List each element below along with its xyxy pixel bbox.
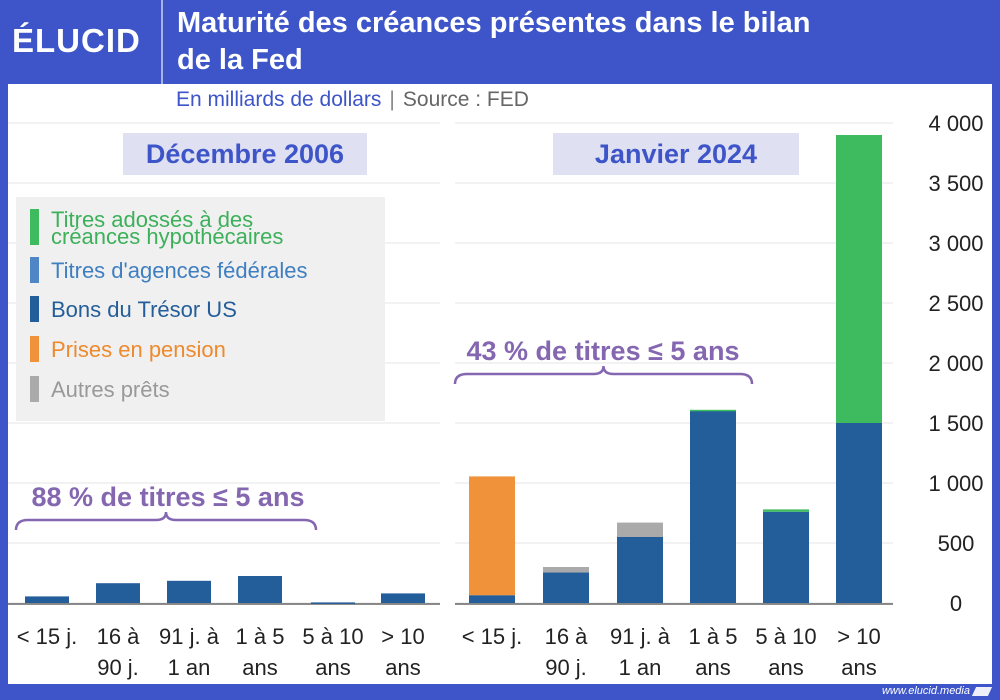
legend-label: Autres prêts <box>51 377 170 402</box>
x-tick-label: 1 an <box>619 655 662 680</box>
x-tick-label: 16 à <box>545 624 589 649</box>
bar-segment <box>381 593 425 603</box>
x-tick-label: 1 à 5 <box>236 624 285 649</box>
source-label: Source : FED <box>402 88 529 111</box>
y-tick-label: 2 000 <box>928 351 983 376</box>
legend-item: Bons du Trésor US <box>30 296 237 322</box>
legend-item: Autres prêts <box>30 376 170 402</box>
annotation-brace <box>14 511 318 531</box>
x-tick-label: 90 j. <box>545 655 587 680</box>
y-tick-label: 3 500 <box>928 171 983 196</box>
footer-site: www.elucid.media <box>881 685 970 697</box>
y-tick-label: 3 000 <box>928 231 983 256</box>
panel-2: < 15 j. 16 à 90 j. 91 j. à 1 an 1 à 5 ans 5 à 1… <box>453 133 893 680</box>
x-tick-label: 1 an <box>168 655 211 680</box>
panel-title-box <box>123 133 367 175</box>
x-tick-label: 16 à <box>97 624 141 649</box>
y-tick-label: 1 000 <box>928 471 983 496</box>
x-tick-label: 1 à 5 <box>689 624 738 649</box>
legend-item: Titres d'agences fédérales <box>30 257 308 283</box>
annotation-text: 88 % de titres ≤ 5 ans <box>32 482 305 512</box>
legend-label: Prises en pension <box>51 337 226 362</box>
legend-swatch <box>30 209 39 245</box>
x-tick-label: ans <box>385 655 420 680</box>
panel-title-box <box>553 133 799 175</box>
bar-segment <box>238 576 282 603</box>
bar-segment <box>617 522 663 537</box>
panel-title: Janvier 2024 <box>595 139 757 169</box>
legend-box <box>16 197 385 421</box>
bar-segment <box>543 567 589 573</box>
y-axis: 0 500 1 000 1 500 2 000 2 500 3 000 3 500 4 000 <box>928 111 983 616</box>
legend-swatch <box>30 376 39 402</box>
chart-title-line1: Maturité des créances présentes dans le … <box>177 7 811 39</box>
legend-label: créances hypothécaires <box>51 224 283 249</box>
y-tick-label: 2 500 <box>928 291 983 316</box>
bar-segment <box>763 509 809 512</box>
annotation-text: 43 % de titres ≤ 5 ans <box>467 336 740 366</box>
x-tick-label: ans <box>768 655 803 680</box>
legend-label: Titres d'agences fédérales <box>51 258 308 283</box>
chart-title-line2: de la Fed <box>177 44 303 76</box>
panel-1: < 15 j. 16 à 90 j. 91 j. à 1 an 1 à 5 ans 5 à 1… <box>8 133 440 680</box>
x-tick-label: ans <box>315 655 350 680</box>
x-tick-label: 90 j. <box>97 655 139 680</box>
bar-segment <box>763 511 809 603</box>
legend-swatch <box>30 296 39 322</box>
bar-segment <box>96 583 140 603</box>
panel-title: Décembre 2006 <box>146 139 344 169</box>
legend-swatch <box>30 336 39 362</box>
legend-label: Titres adossés à des <box>51 207 253 232</box>
y-tick-label: 1 500 <box>928 411 983 436</box>
x-tick-label: 91 j. à <box>159 624 220 649</box>
bar-segment <box>469 595 515 603</box>
elucid-logo: ÉLUCID <box>12 22 141 59</box>
bar-segment <box>469 476 515 596</box>
y-tick-label: 4 000 <box>928 111 983 136</box>
header: ÉLUCID Maturité des créances présentes d… <box>0 0 1000 84</box>
bar-segment <box>311 602 355 604</box>
chart-title: Maturité des créances présentes dans le … <box>177 5 977 79</box>
x-tick-label: < 15 j. <box>17 624 78 649</box>
legend-label: Bons du Trésor US <box>51 297 237 322</box>
bar-segment <box>25 596 69 603</box>
bar-segment <box>617 537 663 603</box>
x-tick-label: ans <box>695 655 730 680</box>
x-tick-label: 91 j. à <box>610 624 671 649</box>
bar-segment <box>690 409 736 412</box>
bar-segment <box>836 423 882 603</box>
x-tick-label: < 15 j. <box>462 624 523 649</box>
x-tick-label: 5 à 10 <box>755 624 816 649</box>
x-tick-label: > 10 <box>381 624 424 649</box>
x-tick-label: 5 à 10 <box>302 624 363 649</box>
bar-segment <box>543 572 589 603</box>
bar-segment <box>167 580 211 603</box>
gridlines <box>8 122 893 604</box>
bar-segment <box>690 411 736 603</box>
x-tick-label: > 10 <box>837 624 880 649</box>
unit-label: En milliards de dollars <box>176 88 382 111</box>
x-tick-label: ans <box>841 655 876 680</box>
annotation-brace <box>453 365 754 385</box>
y-tick-label: 0 <box>950 591 962 616</box>
y-tick-label: 500 <box>938 531 975 556</box>
legend-item: Prises en pension <box>30 336 226 362</box>
header-separator <box>161 0 163 84</box>
bar-segment <box>836 135 882 423</box>
subtitle-separator: | <box>389 88 395 111</box>
legend-swatch <box>30 257 39 283</box>
x-tick-label: ans <box>242 655 277 680</box>
chart-subtitle: En milliards de dollars | Source : FED <box>176 88 529 112</box>
